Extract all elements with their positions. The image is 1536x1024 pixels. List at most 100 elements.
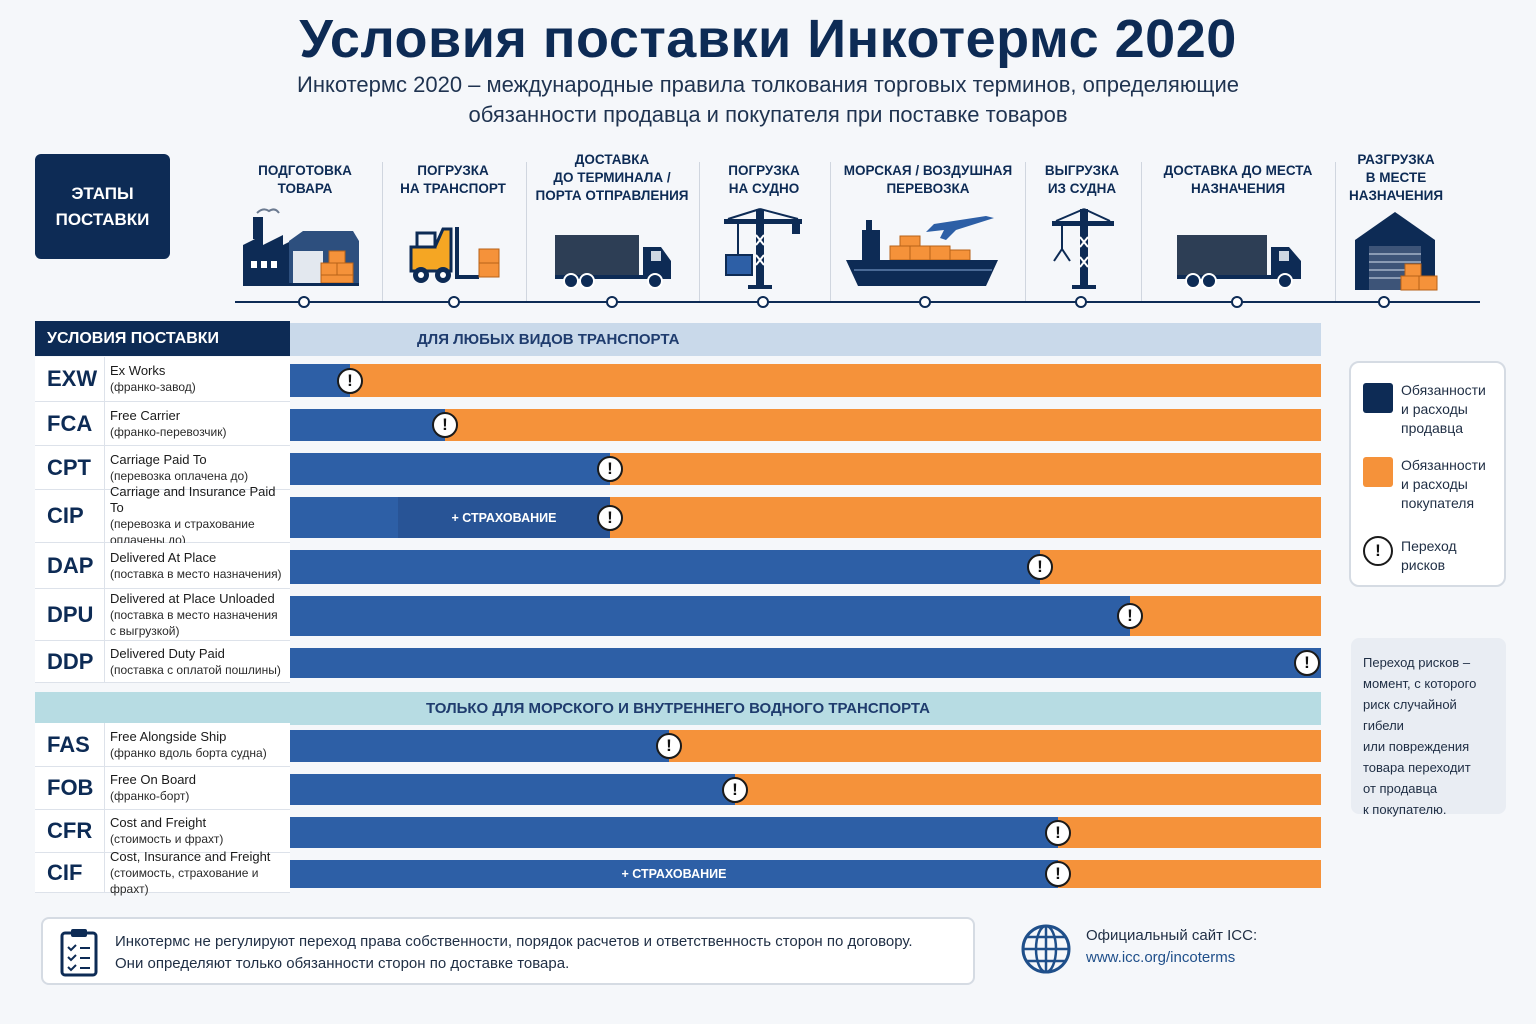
legend-risk-label: Переход рисков [1401,538,1457,573]
buyer-bar [1130,596,1321,636]
term-code: DPU [35,589,105,640]
warehouse-icon [1355,212,1438,291]
footer-note-text: Инкотермс не регулируют переход права со… [115,933,913,972]
risk-note: Переход рисков – момент, с которого риск с… [1351,638,1506,817]
legend-seller-label: Обязанности и расходы продавца [1401,382,1486,436]
clipboard-icon [60,929,98,977]
seller-bar [290,596,1130,636]
legend-buyer-label: Обязанности и расходы покупателя [1401,457,1486,511]
buyer-bar [610,453,1321,485]
term-row-exw: EXW Ex Works (франко-завод) [35,357,290,402]
legend-risk-icon: ! [1363,536,1393,566]
timeline-dot [606,296,618,308]
stages-box-line-1: ЭТАПЫ [71,183,134,203]
insurance-label: + СТРАХОВАНИЕ [398,497,610,538]
risk-transfer-icon: ! [337,367,363,394]
risk-transfer-icon: ! [1045,819,1071,846]
legend-seller-swatch [1363,383,1393,413]
crane-icon [1052,208,1114,289]
term-row-cip: CIP Carriage and Insurance Paid To (перево… [35,484,290,547]
risk-transfer-icon: ! [597,504,623,531]
ship-plane-icon [846,216,998,286]
stage-separator [1025,162,1026,302]
term-row-fob: FOB Free On Board (франко-борт) [35,767,290,810]
crane-container-icon [724,208,802,289]
timeline-dot [919,296,931,308]
stage-label: ДОСТАВКА ДО ТЕРМИНАЛА / ПОРТА ОТПРАВЛЕНИЯ [535,152,689,203]
factory-icon [243,208,359,286]
term-description: Delivered Duty Paid (поставка с оплатой п… [110,645,281,677]
stage-separator [526,162,527,302]
timeline-dot [1231,296,1243,308]
term-description: Delivered at Place Unloaded (поставка в м… [110,590,278,638]
stage-separator [699,162,700,302]
term-code: FAS [35,723,105,766]
stage-separator [1141,162,1142,302]
term-row-dap: DAP Delivered At Place (поставка в место н… [35,543,290,589]
stages-box-line-2: ПОСТАВКИ [55,209,150,229]
stage-separator [830,162,831,302]
term-code: FOB [35,767,105,809]
risk-transfer-icon: ! [1027,554,1053,580]
globe-icon [1021,924,1071,974]
term-code: CFR [35,810,105,852]
seller-bar [290,550,1040,584]
page-title: Условия поставки Инкотермс 2020 [299,9,1237,69]
stage-label: РАЗГРУЗКА В МЕСТЕ НАЗНАЧЕНИЯ [1348,152,1444,203]
term-row-cfr: CFR Cost and Freight (стоимость и фрахт) [35,810,290,853]
legend: Обязанности и расходы продавца Обязанности… [1349,361,1506,587]
term-code: DAP [35,543,105,588]
term-description: Free Alongside Ship (франко вдоль борта с… [110,728,267,760]
timeline-dot [298,296,310,308]
seller-bar [290,730,669,762]
buyer-bar [1058,817,1321,848]
stage-label: ВЫГРУЗКА ИЗ СУДНА [1044,163,1120,196]
timeline-line [235,301,1480,303]
band-sea-transport: ТОЛЬКО ДЛЯ МОРСКОГО И ВНУТРЕННЕГО ВОДНОГ… [35,692,1321,725]
timeline-dot [1075,296,1087,308]
term-description: Ex Works (франко-завод) [110,363,196,394]
stage-label: МОРСКАЯ / ВОЗДУШНАЯ ПЕРЕВОЗКА [843,163,1013,196]
term-description: Free Carrier (франко-перевозчик) [110,407,227,439]
term-row-ddp: DDP Delivered Duty Paid (поставка с оплато… [35,641,290,683]
buyer-bar [735,774,1321,805]
buyer-bar [1058,860,1321,888]
timeline-dot [1378,296,1390,308]
seller-bar [290,648,1321,678]
timeline-dot [448,296,460,308]
risk-transfer-icon: ! [1294,650,1320,676]
risk-transfer-icon: ! [597,456,623,482]
buyer-bar [1040,550,1321,584]
term-row-fca: FCA Free Carrier (франко-перевозчик) [35,402,290,446]
risk-transfer-icon: ! [1045,861,1071,887]
seller-bar [290,817,1058,848]
stages-box: ЭТАПЫ ПОСТАВКИ [35,154,170,259]
footer-note-box: Инкотермс не регулируют переход права со… [41,917,975,985]
seller-bar [290,774,735,805]
icc-link[interactable]: www.icc.org/incoterms [1086,949,1236,966]
band-any-transport: ДЛЯ ЛЮБЫХ ВИДОВ ТРАНСПОРТА [290,323,1321,356]
term-code: CIF [35,853,105,892]
term-description: Carriage and Insurance Paid To (перевозка… [110,484,276,547]
stage-label: ПОГРУЗКА НА СУДНО [728,163,800,196]
timeline-dot [757,296,769,308]
truck-icon [555,235,671,289]
term-code: CIP [35,490,105,542]
risk-transfer-icon: ! [1117,603,1143,629]
buyer-bar [350,364,1321,397]
subtitle-line-1: Инкотермс 2020 – международные правила т… [297,72,1239,97]
forklift-icon [409,227,500,283]
stage-label: ДОСТАВКА ДО МЕСТА НАЗНАЧЕНИЯ [1163,163,1313,196]
stage-separator [1335,162,1336,302]
buyer-bar [610,497,1321,538]
terms-header: УСЛОВИЯ ПОСТАВКИ [35,321,290,356]
subtitle-line-2: обязанности продавца и покупателя при по… [468,102,1068,127]
term-description: Delivered At Place (поставка в место назн… [110,549,282,581]
term-code: CPT [35,446,105,489]
stage-separator [382,162,383,302]
term-description: Cost and Freight (стоимость и фрахт) [110,815,224,846]
term-row-cpt: CPT Carriage Paid To (перевозка оплачена д… [35,446,290,490]
term-row-dpu: DPU Delivered at Place Unloaded (поставка … [35,589,290,641]
risk-transfer-icon: ! [656,733,682,759]
risk-transfer-icon: ! [722,776,748,803]
